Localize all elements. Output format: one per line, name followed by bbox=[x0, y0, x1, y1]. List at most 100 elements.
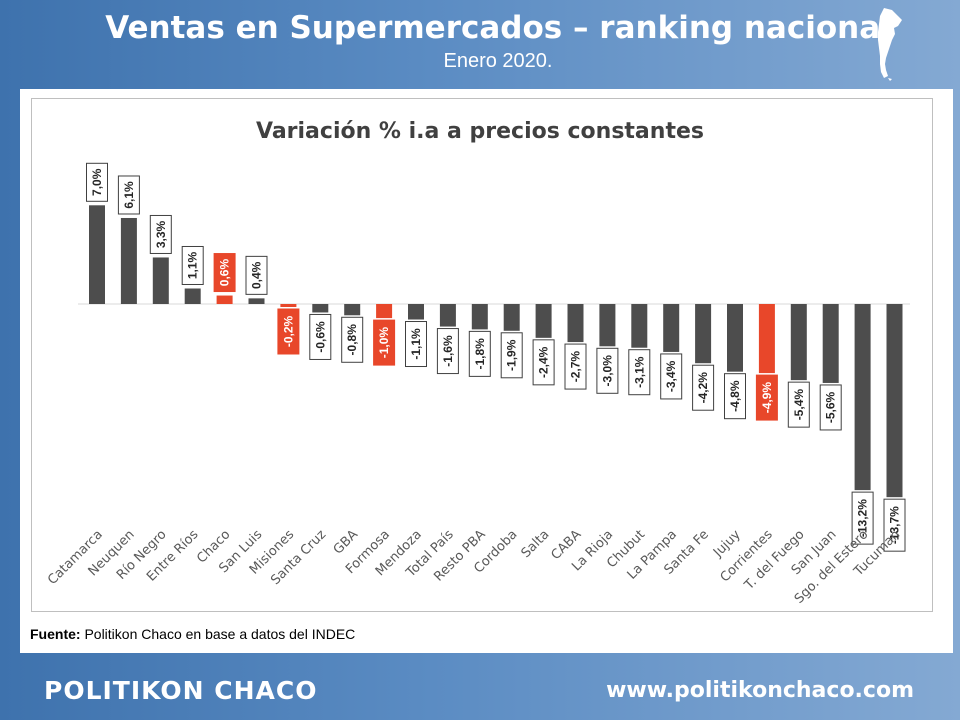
data-label-total-pais: -1,6% bbox=[436, 328, 459, 375]
data-label-box bbox=[309, 313, 332, 360]
data-label-box bbox=[851, 491, 874, 545]
data-label-box bbox=[468, 330, 491, 377]
data-label-catamarca: 7,0% bbox=[86, 162, 108, 202]
footer-url-link[interactable]: www.politikonchaco.com bbox=[606, 678, 914, 703]
data-label-text: -3,0% bbox=[600, 355, 614, 387]
data-label-box bbox=[500, 332, 523, 379]
data-label-formosa: -1,0% bbox=[373, 319, 396, 366]
bar-resto-pba bbox=[471, 304, 488, 330]
data-label-text: 7,0% bbox=[90, 168, 104, 196]
bar-corrientes bbox=[758, 304, 775, 374]
data-label-box bbox=[755, 374, 778, 421]
bar-rio-negro bbox=[152, 257, 169, 304]
data-label-text: -3,1% bbox=[632, 356, 646, 388]
bar-la-pampa bbox=[663, 304, 680, 352]
bar-cordoba bbox=[503, 304, 520, 331]
bar-tucuman bbox=[886, 304, 903, 498]
bar-sgo-del-estero bbox=[854, 304, 871, 491]
data-label-box bbox=[277, 308, 300, 355]
data-label-sgo-del-estero: -13,2% bbox=[851, 491, 874, 545]
bar-catamarca bbox=[89, 205, 105, 304]
data-label-box bbox=[373, 319, 396, 366]
bar-jujuy bbox=[727, 304, 743, 372]
data-label-text: -3,4% bbox=[664, 360, 678, 392]
page-subtitle: Enero 2020. bbox=[443, 50, 553, 72]
bar-entre-rios bbox=[184, 288, 201, 304]
bar-chart: Variación % i.a a precios constantes 7,0… bbox=[45, 119, 910, 607]
data-label-la-rioja: -3,0% bbox=[596, 347, 619, 394]
chart-panel: Variación % i.a a precios constantes 7,0… bbox=[20, 89, 953, 653]
bar-la-rioja bbox=[599, 304, 616, 347]
data-label-box bbox=[628, 349, 651, 396]
data-label-text: -2,7% bbox=[569, 351, 583, 383]
data-label-rio-negro: 3,3% bbox=[149, 214, 172, 254]
data-label-box bbox=[787, 381, 810, 428]
data-label-text: -1,0% bbox=[377, 327, 391, 359]
data-label-text: 1,1% bbox=[186, 251, 200, 279]
data-label-caba: -2,7% bbox=[564, 343, 587, 390]
source-label: Fuente: bbox=[30, 626, 81, 642]
data-label-chaco: 0,6% bbox=[213, 253, 236, 293]
data-label-mendoza: -1,1% bbox=[405, 321, 427, 368]
data-label-box bbox=[819, 384, 842, 431]
data-label-text: 0,4% bbox=[250, 261, 264, 289]
data-label-santa-cruz: -0,6% bbox=[309, 313, 332, 360]
bar-santa-cruz bbox=[312, 304, 329, 313]
data-label-san-luis: 0,4% bbox=[245, 255, 268, 295]
data-label-box bbox=[596, 347, 619, 394]
data-label-box bbox=[692, 364, 715, 411]
data-label-box bbox=[436, 328, 459, 375]
bar-caba bbox=[567, 304, 584, 343]
data-label-text: -1,9% bbox=[505, 339, 519, 371]
bar-chubut bbox=[631, 304, 648, 348]
footer-brand: POLITIKON CHACO bbox=[44, 676, 318, 705]
data-label-t-del-fuego: -5,4% bbox=[787, 381, 810, 428]
data-label-box bbox=[117, 175, 140, 215]
data-label-box bbox=[724, 373, 746, 420]
data-label-corrientes: -4,9% bbox=[755, 374, 778, 421]
data-label-text: 3,3% bbox=[154, 220, 168, 248]
bar-san-luis bbox=[248, 298, 265, 304]
bar-chaco bbox=[216, 295, 233, 304]
x-tick-salta: Salta bbox=[519, 527, 553, 561]
data-label-text: -1,1% bbox=[409, 328, 423, 360]
data-label-cordoba: -1,9% bbox=[500, 332, 523, 379]
bar-salta bbox=[535, 304, 552, 338]
data-label-entre-rios: 1,1% bbox=[181, 245, 204, 285]
data-label-text: -4,8% bbox=[728, 380, 742, 412]
data-label-san-juan: -5,6% bbox=[819, 384, 842, 431]
data-label-box bbox=[883, 498, 906, 552]
argentina-map-icon bbox=[878, 8, 902, 81]
source-note: Fuente: Politikon Chaco en base a datos … bbox=[30, 626, 355, 642]
data-label-jujuy: -4,8% bbox=[724, 373, 746, 420]
source-text: Politikon Chaco en base a datos del INDE… bbox=[80, 626, 356, 642]
data-label-neuquen: 6,1% bbox=[117, 175, 140, 215]
data-label-text: -5,4% bbox=[792, 389, 806, 421]
data-label-box bbox=[564, 343, 587, 390]
chart-title: Variación % i.a a precios constantes bbox=[256, 119, 704, 144]
data-label-text: -2,4% bbox=[537, 346, 551, 378]
data-label-santa-fe: -4,2% bbox=[692, 364, 715, 411]
data-label-box bbox=[341, 316, 364, 363]
bar-formosa bbox=[376, 304, 393, 319]
bar-gba bbox=[344, 304, 361, 316]
data-label-box bbox=[86, 162, 108, 202]
data-label-text: -4,2% bbox=[696, 372, 710, 404]
data-label-text: -0,8% bbox=[345, 324, 359, 356]
data-label-resto-pba: -1,8% bbox=[468, 330, 491, 377]
bar-san-juan bbox=[822, 304, 839, 383]
data-label-misiones: -0,2% bbox=[277, 308, 300, 355]
data-label-text: -1,6% bbox=[441, 335, 455, 367]
bar-santa-fe bbox=[695, 304, 712, 364]
data-label-gba: -0,8% bbox=[341, 316, 364, 363]
data-label-text: -0,6% bbox=[313, 321, 327, 353]
data-label-box bbox=[149, 214, 172, 254]
data-label-text: 0,6% bbox=[218, 259, 232, 287]
data-label-text: -5,6% bbox=[824, 391, 838, 423]
data-label-box bbox=[213, 253, 236, 293]
data-label-box bbox=[660, 353, 683, 400]
data-label-salta: -2,4% bbox=[532, 339, 555, 386]
bar-misiones bbox=[280, 304, 297, 307]
data-label-box bbox=[405, 321, 427, 368]
data-label-text: 6,1% bbox=[122, 181, 136, 209]
